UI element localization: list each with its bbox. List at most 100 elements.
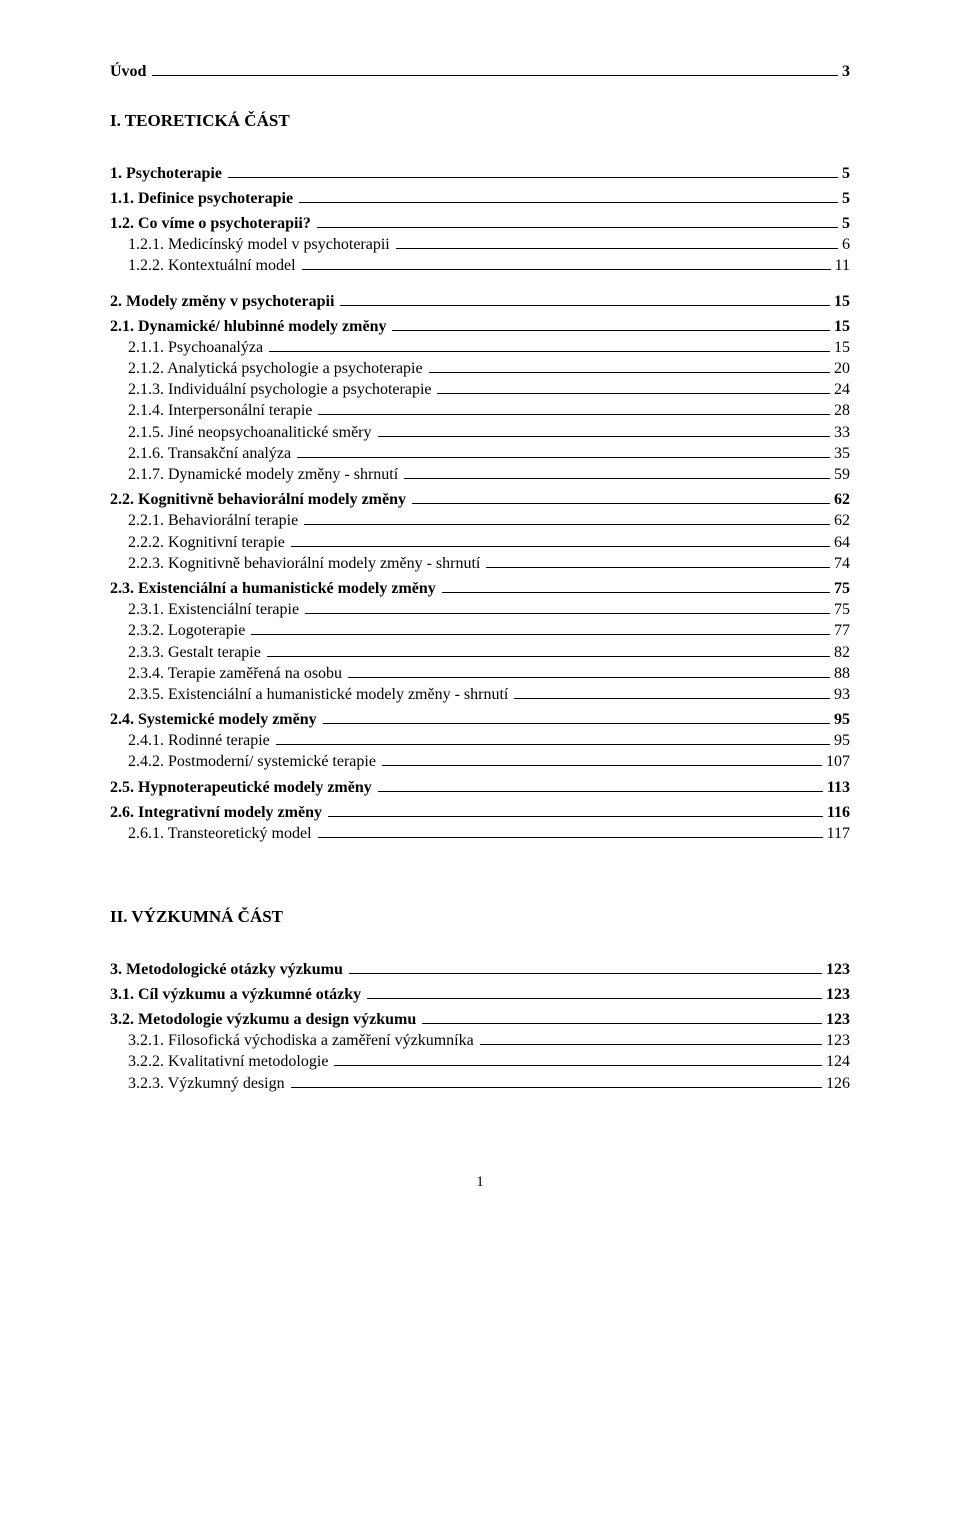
section-title: I. TEORETICKÁ ČÁST xyxy=(110,111,850,131)
toc-entry-label: 2.3.1. Existenciální terapie xyxy=(128,600,299,619)
toc-gap xyxy=(110,311,850,315)
toc-gap xyxy=(110,979,850,983)
toc-entry: 3.1. Cíl výzkumu a výzkumné otázky123 xyxy=(110,985,850,1004)
toc-leader-line xyxy=(152,75,838,76)
toc-leader-line xyxy=(437,393,830,394)
toc-entry-label: 1.2. Co víme o psychoterapii? xyxy=(110,214,311,233)
toc-entry-label: 2.2.3. Kognitivně behaviorální modely zm… xyxy=(128,554,480,573)
toc-leader-line xyxy=(291,546,830,547)
toc-entry-label: 2.2. Kognitivně behaviorální modely změn… xyxy=(110,490,406,509)
toc-entry: 1. Psychoterapie5 xyxy=(110,164,850,183)
toc-entry-label: 2.4.2. Postmoderní/ systemické terapie xyxy=(128,752,376,771)
toc-entry-label: 2.4.1. Rodinné terapie xyxy=(128,731,270,750)
toc-leader-line xyxy=(349,973,822,974)
toc-entry-label: 2.1.3. Individuální psychologie a psycho… xyxy=(128,380,431,399)
toc-leader-line xyxy=(392,330,830,331)
toc-gap xyxy=(110,183,850,187)
toc-entry-page: 11 xyxy=(835,256,850,275)
toc-entry: 3. Metodologické otázky výzkumu123 xyxy=(110,960,850,979)
toc-leader-line xyxy=(514,698,830,699)
toc-leader-line xyxy=(302,269,831,270)
toc-entry: 2.1.2. Analytická psychologie a psychote… xyxy=(128,359,850,378)
toc-leader-line xyxy=(378,791,823,792)
toc-entry-page: 123 xyxy=(826,1031,850,1050)
toc-entry-page: 24 xyxy=(834,380,850,399)
toc-entry-page: 5 xyxy=(842,164,850,183)
toc-entry: 2.3.1. Existenciální terapie 75 xyxy=(128,600,850,619)
toc-entry: 2.1. Dynamické/ hlubinné modely změny 15 xyxy=(110,317,850,336)
toc-leader-line xyxy=(378,436,831,437)
toc-leader-line xyxy=(429,372,830,373)
toc-entry-page: 64 xyxy=(834,533,850,552)
toc-entry-label: 3.2.3. Výzkumný design xyxy=(128,1074,285,1093)
toc-gap xyxy=(110,928,850,958)
toc-entry: 2.2.2. Kognitivní terapie 64 xyxy=(128,533,850,552)
toc-entry-page: 75 xyxy=(834,600,850,619)
toc-leader-line xyxy=(269,351,830,352)
toc-entry-page: 123 xyxy=(826,1010,850,1029)
toc-leader-line xyxy=(480,1044,822,1045)
toc-entry: 3.2.2. Kvalitativní metodologie124 xyxy=(128,1052,850,1071)
toc-entry-label: 2.1.7. Dynamické modely změny - shrnutí xyxy=(128,465,398,484)
toc-entry-page: 75 xyxy=(834,579,850,598)
toc-entry-page: 95 xyxy=(834,731,850,750)
toc-entry-label: 2.4. Systemické modely změny xyxy=(110,710,317,729)
toc-entry-label: 2.3.3. Gestalt terapie xyxy=(128,643,261,662)
toc-leader-line xyxy=(348,677,830,678)
toc-entry: 2.3.3. Gestalt terapie 82 xyxy=(128,643,850,662)
toc-entry-page: 15 xyxy=(834,338,850,357)
toc-leader-line xyxy=(318,837,823,838)
toc-leader-line xyxy=(328,816,823,817)
toc-entry: 3.2. Metodologie výzkumu a design výzkum… xyxy=(110,1010,850,1029)
toc-leader-line xyxy=(305,613,830,614)
toc-gap xyxy=(110,704,850,708)
toc-leader-line xyxy=(299,202,838,203)
toc-entry: 3.2.1. Filosofická východiska a zaměření… xyxy=(128,1031,850,1050)
toc-leader-line xyxy=(486,567,830,568)
toc-gap xyxy=(110,132,850,162)
page-number: 1 xyxy=(110,1173,850,1191)
toc-entry-page: 124 xyxy=(826,1052,850,1071)
toc-entry-label: 3.2. Metodologie výzkumu a design výzkum… xyxy=(110,1010,416,1029)
toc-entry-page: 82 xyxy=(834,643,850,662)
toc-leader-line xyxy=(422,1023,822,1024)
toc-leader-line xyxy=(396,248,838,249)
toc-entry-page: 74 xyxy=(834,554,850,573)
toc-entry-page: 15 xyxy=(834,292,850,311)
toc-entry-label: 2.2.2. Kognitivní terapie xyxy=(128,533,285,552)
toc-entry: 2.2.1. Behaviorální terapie62 xyxy=(128,511,850,530)
toc-leader-line xyxy=(412,503,830,504)
toc-entry-label: 3. Metodologické otázky výzkumu xyxy=(110,960,343,979)
toc-entry-label: 2.1. Dynamické/ hlubinné modely změny xyxy=(110,317,386,336)
toc-entry: 2.1.7. Dynamické modely změny - shrnutí 5… xyxy=(128,465,850,484)
toc-leader-line xyxy=(367,998,822,999)
toc-entry-label: 2.1.1. Psychoanalýza xyxy=(128,338,263,357)
toc-entry-label: 3.1. Cíl výzkumu a výzkumné otázky xyxy=(110,985,361,1004)
toc-gap xyxy=(110,843,850,907)
toc-entry-label: 2.1.2. Analytická psychologie a psychote… xyxy=(128,359,423,378)
toc-entry-page: 77 xyxy=(834,621,850,640)
toc-entry-page: 93 xyxy=(834,685,850,704)
toc-entry: 2.1.3. Individuální psychologie a psycho… xyxy=(128,380,850,399)
toc-entry: 2. Modely změny v psychoterapii15 xyxy=(110,292,850,311)
toc-entry-label: 2.3.4. Terapie zaměřená na osobu xyxy=(128,664,342,683)
toc-gap xyxy=(110,573,850,577)
toc-entry: 2.6. Integrativní modely změny116 xyxy=(110,803,850,822)
toc-entry: 1.1. Definice psychoterapie5 xyxy=(110,189,850,208)
toc-entry-label: 1.2.2. Kontextuální model xyxy=(128,256,296,275)
toc-entry-label: 2.6. Integrativní modely změny xyxy=(110,803,322,822)
toc-entry-page: 15 xyxy=(834,317,850,336)
toc-entry: 2.5. Hypnoterapeutické modely změny113 xyxy=(110,778,850,797)
toc-entry-label: Úvod xyxy=(110,62,146,81)
toc-entry: 2.6.1. Transteoretický model117 xyxy=(128,824,850,843)
toc-entry-page: 62 xyxy=(834,490,850,509)
toc-entry-page: 126 xyxy=(826,1074,850,1093)
toc-entry-label: 3.2.1. Filosofická východiska a zaměření… xyxy=(128,1031,474,1050)
toc-entry: 2.3.5. Existenciální a humanistické mode… xyxy=(128,685,850,704)
toc-entry-page: 59 xyxy=(834,465,850,484)
toc-entry: 2.2.3. Kognitivně behaviorální modely zm… xyxy=(128,554,850,573)
toc-gap xyxy=(110,276,850,290)
toc-entry-page: 5 xyxy=(842,214,850,233)
toc-leader-line xyxy=(267,656,830,657)
toc-entry-label: 1.2.1. Medicínský model v psychoterapii xyxy=(128,235,390,254)
